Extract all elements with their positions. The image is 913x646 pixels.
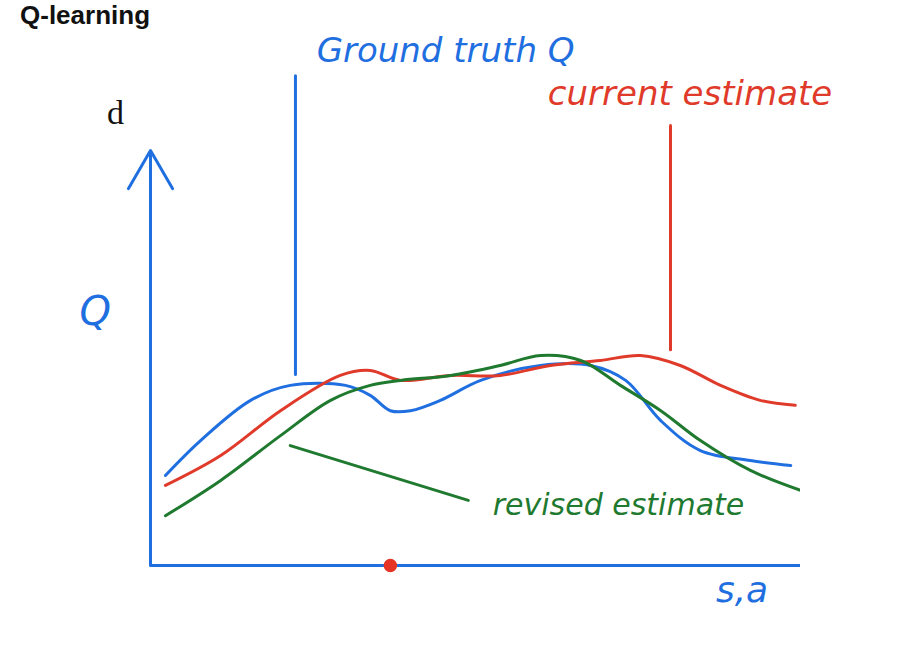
svg-text:d: d [107, 94, 124, 131]
svg-text:s,a: s,a [716, 569, 768, 610]
svg-text:revised estimate: revised estimate [493, 487, 745, 522]
html-text:Q-learning: Q-learning [20, 0, 150, 30]
svg-text:Ground truth Q: Ground truth Q [317, 30, 575, 70]
svg-text:current estimate: current estimate [548, 73, 832, 113]
svg-text:Q: Q [80, 288, 111, 334]
